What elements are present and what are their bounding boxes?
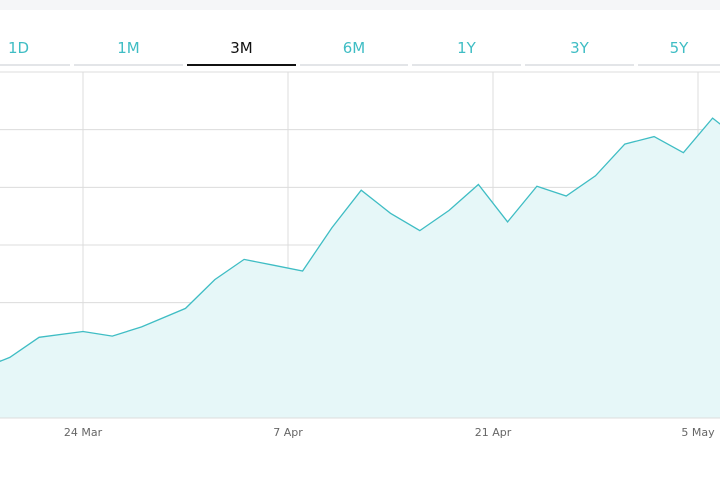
top-strip [0,0,720,10]
tab-5y[interactable]: 5Y [638,30,720,66]
area-fill [0,118,720,418]
tab-1m[interactable]: 1M [74,30,183,66]
x-tick-label: 7 Apr [273,426,303,439]
range-tabs: 1D 1M 3M 6M 1Y 3Y 5Y [0,30,720,66]
x-tick-label: 21 Apr [475,426,512,439]
tab-1y[interactable]: 1Y [412,30,521,66]
x-tick-label: 5 May [681,426,715,439]
price-area-chart: 24 Mar 7 Apr 21 Apr 5 May [0,71,720,439]
tab-3m[interactable]: 3M [187,30,296,66]
tab-3y[interactable]: 3Y [525,30,634,66]
series-line [0,117,720,362]
tab-6m[interactable]: 6M [300,30,408,66]
tab-1d[interactable]: 1D [0,30,70,66]
x-tick-label: 24 Mar [64,426,103,439]
